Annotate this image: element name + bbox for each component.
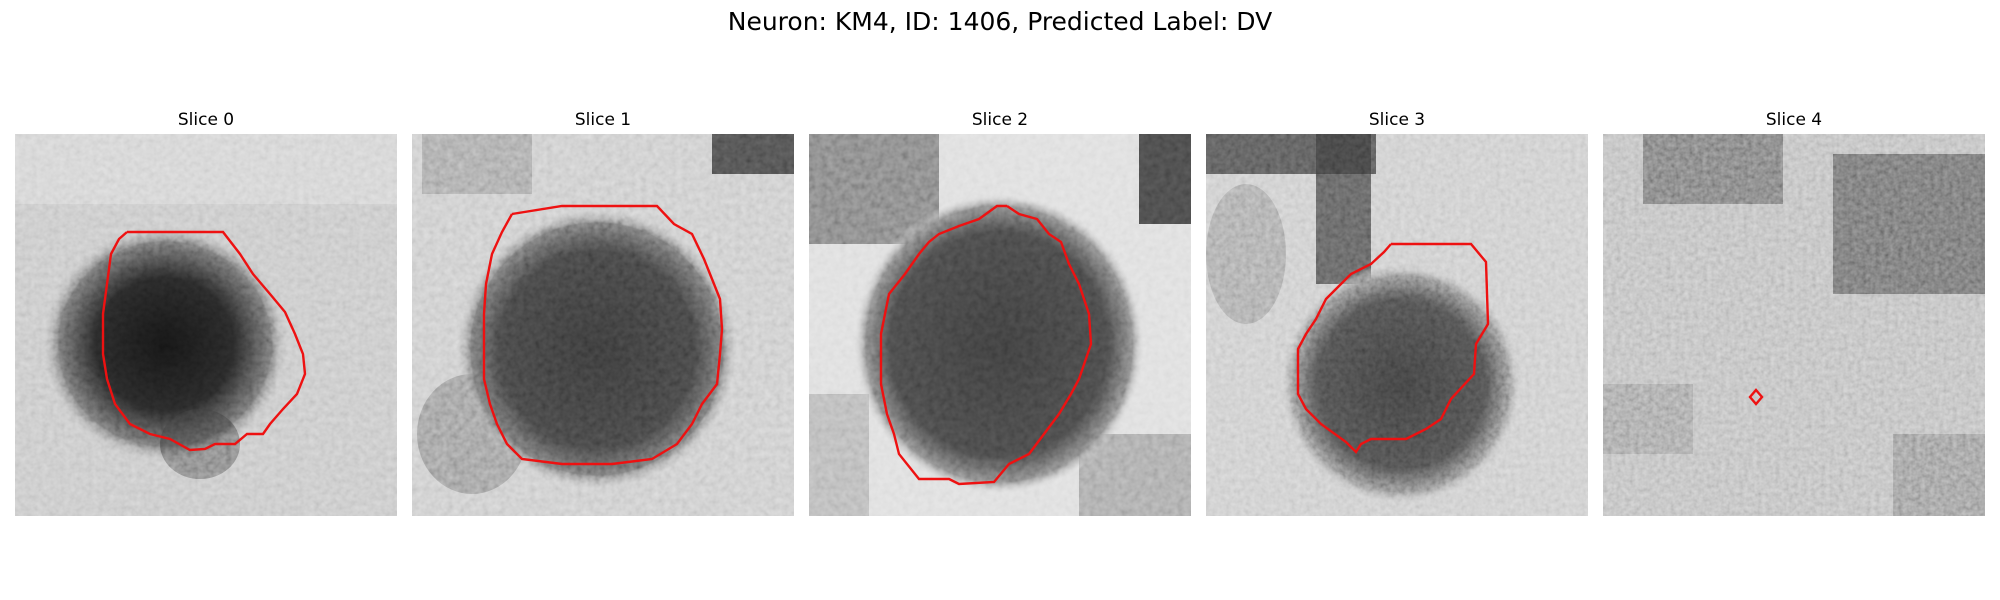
- panel-title-slice-4: Slice 4: [1765, 110, 1823, 130]
- panel-title-slice-2: Slice 2: [971, 110, 1029, 130]
- contour-slice-3: [1296, 242, 1490, 454]
- slice-2-image: [809, 134, 1191, 516]
- contour-slice-2: [879, 204, 1093, 486]
- contour-slice-1: [482, 204, 724, 466]
- slice-1-image: [412, 134, 794, 516]
- panel-title-slice-0: Slice 0: [177, 110, 235, 130]
- contour-slice-0: [101, 230, 307, 452]
- figure-title: Neuron: KM4, ID: 1406, Predicted Label: …: [727, 7, 1273, 36]
- slice-3-image: [1206, 134, 1588, 516]
- slice-0-image: [15, 134, 397, 516]
- contour-slice-4: [1748, 388, 1764, 406]
- panel-title-slice-1: Slice 1: [574, 110, 632, 130]
- slice-4-image: [1603, 134, 1985, 516]
- panel-title-slice-3: Slice 3: [1368, 110, 1426, 130]
